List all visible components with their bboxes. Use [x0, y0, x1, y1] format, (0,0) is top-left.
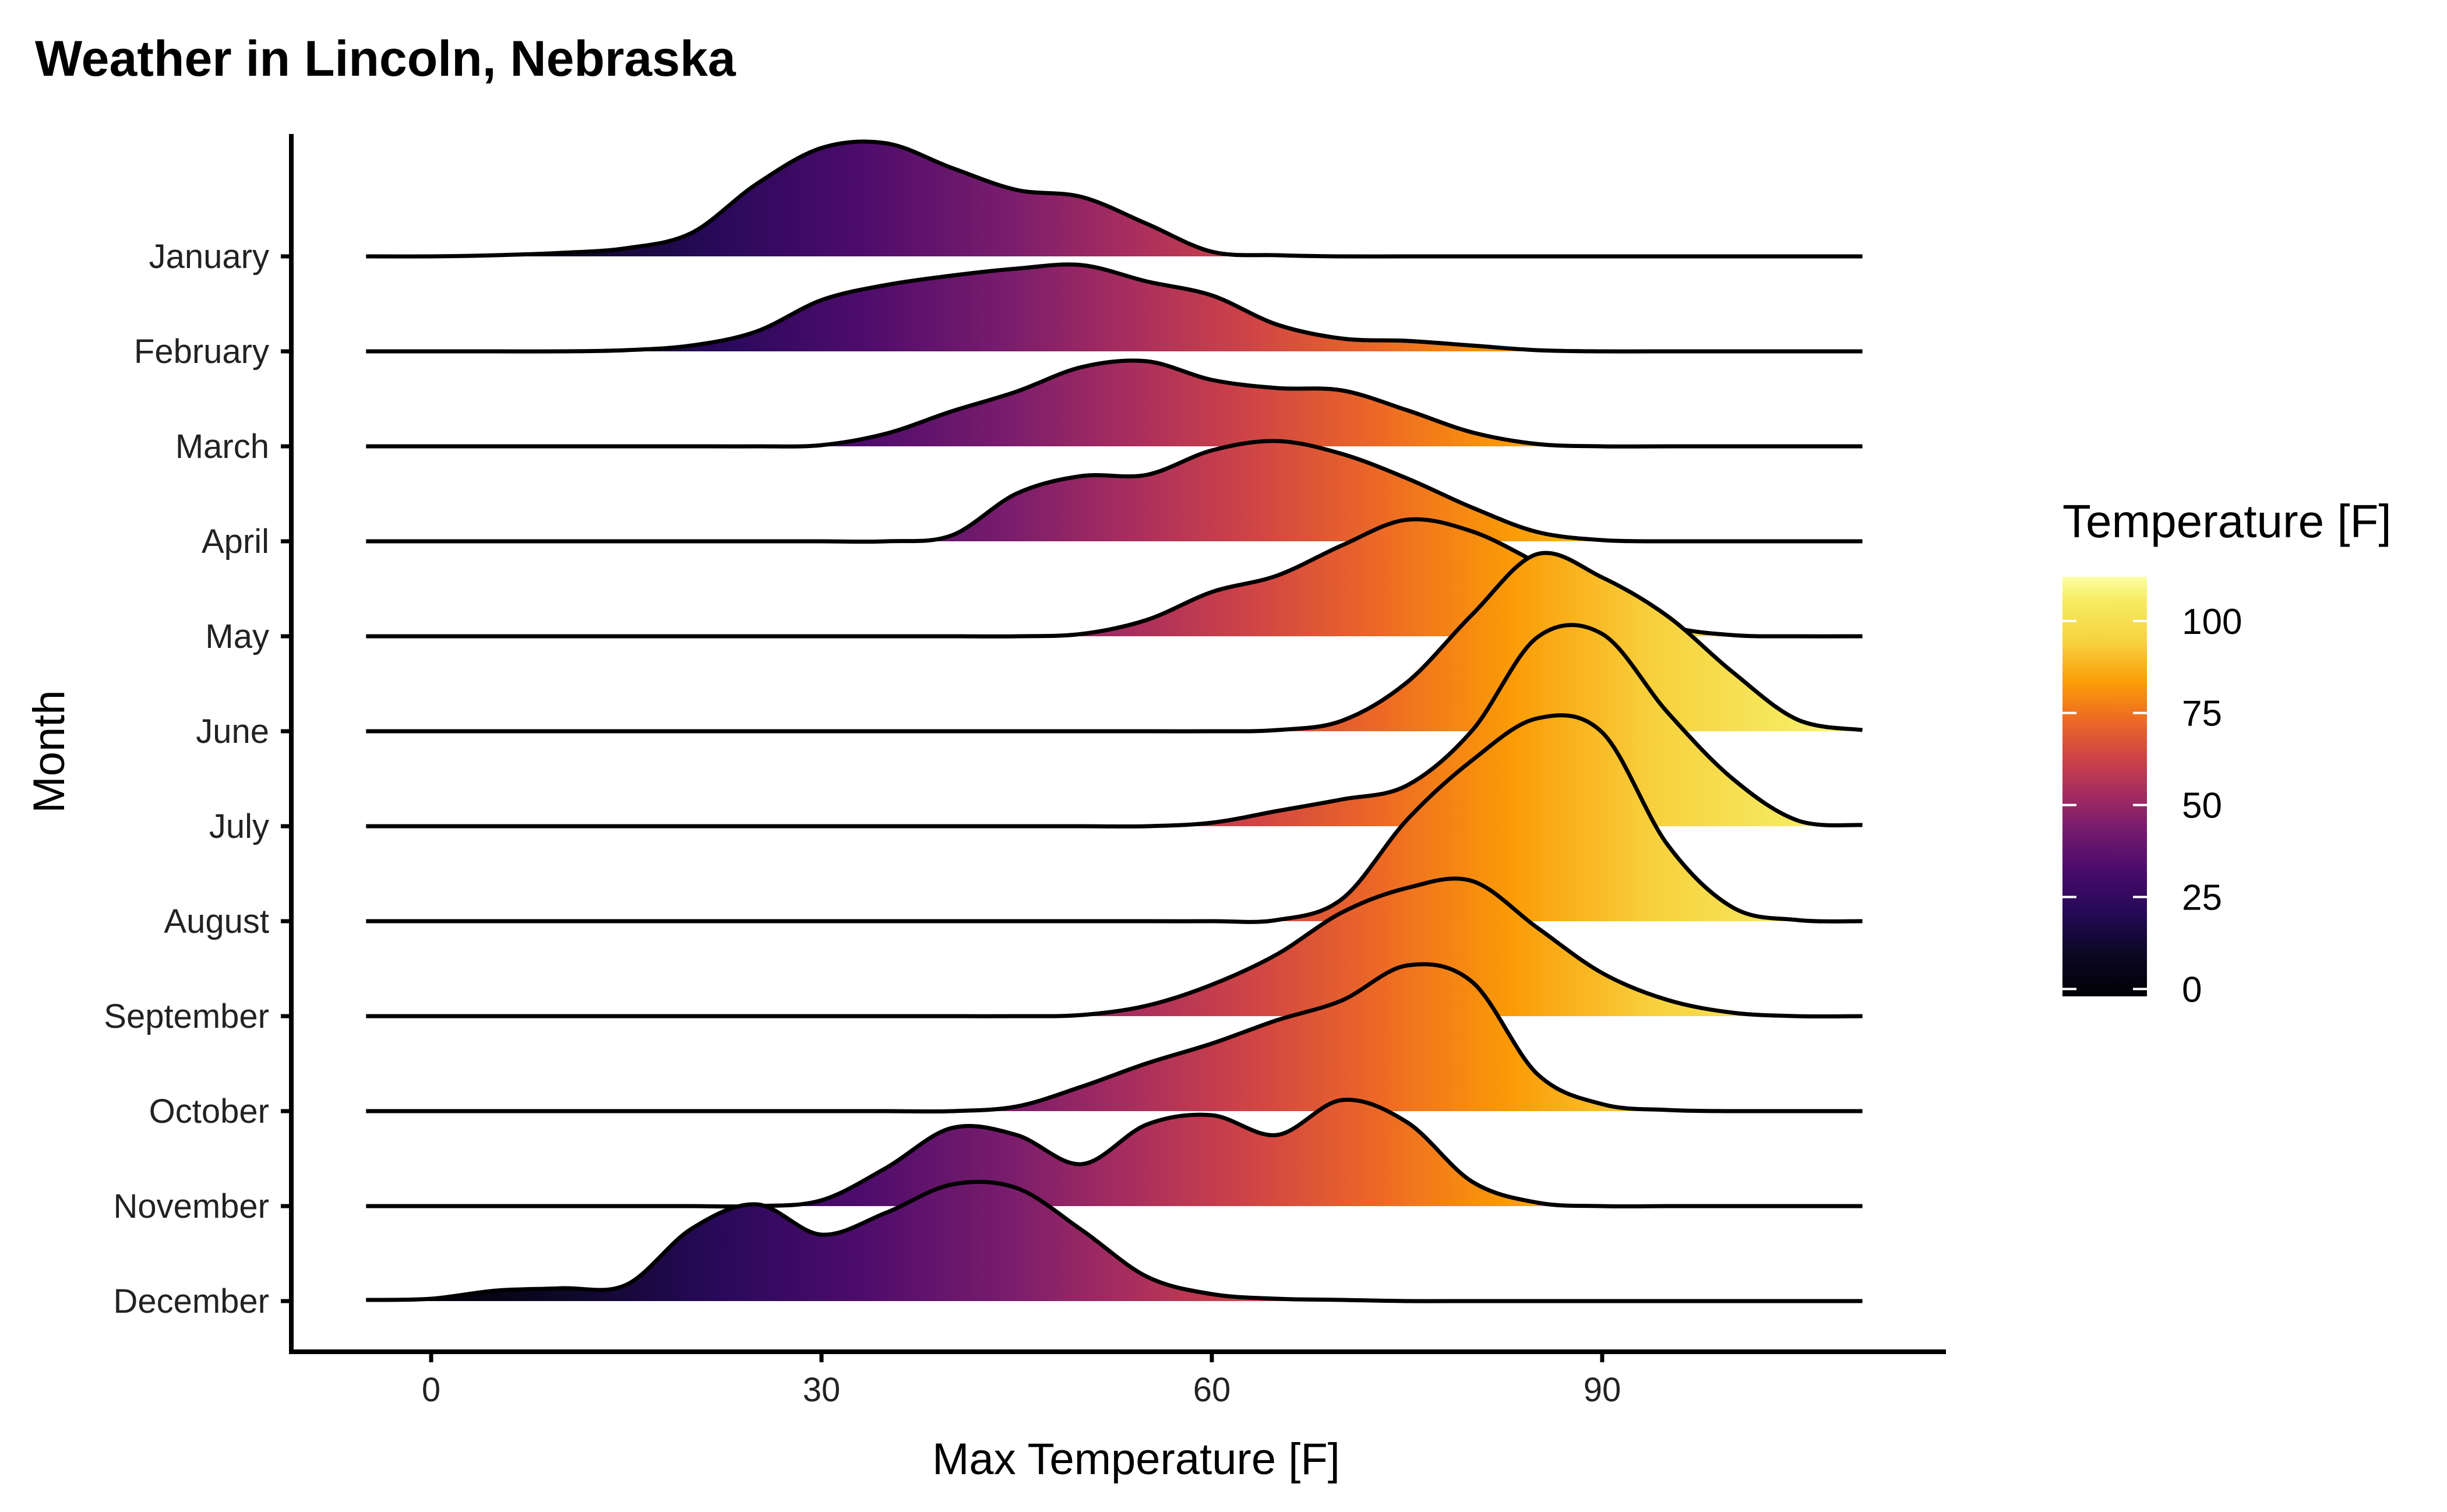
ridge-fill-april: [366, 440, 1863, 542]
ridge-line-march: [366, 358, 1863, 449]
y-tick-label-january: January: [149, 238, 269, 276]
ridge-line-november: [366, 1098, 1863, 1209]
ridge-october: [366, 962, 1863, 1114]
ridge-fill-november: [366, 1099, 1863, 1207]
ridge-november: [366, 1098, 1863, 1209]
ridge-february: [366, 262, 1863, 354]
y-tick-label-april: April: [202, 523, 269, 561]
legend-tick-label-25: 25: [2182, 877, 2222, 918]
legend-colorbar: [2062, 577, 2147, 996]
x-tick-label-30: 30: [803, 1371, 841, 1409]
x-axis-title: Max Temperature [F]: [932, 1435, 1340, 1484]
ridge-march: [366, 358, 1863, 449]
y-tick-label-march: March: [175, 428, 269, 466]
ridge-line-february: [366, 262, 1863, 354]
ridge-line-june: [366, 551, 1863, 734]
ridge-december: [366, 1179, 1863, 1303]
ridge-line-september: [366, 876, 1863, 1018]
ridge-fill-october: [366, 964, 1863, 1112]
ridge-line-april: [366, 439, 1863, 544]
ridge-april: [366, 439, 1863, 544]
legend-title: Temperature [F]: [2062, 495, 2392, 547]
legend-tick-label-75: 75: [2182, 694, 2222, 734]
legend-tick-label-100: 100: [2182, 602, 2242, 642]
ridge-fill-february: [366, 264, 1863, 352]
x-tick-label-90: 90: [1584, 1371, 1621, 1409]
ridge-fill-august: [366, 715, 1863, 922]
legend-tick-label-50: 50: [2182, 786, 2222, 826]
ridge-fill-september: [366, 878, 1863, 1017]
y-tick-label-august: August: [164, 903, 269, 940]
ridge-fill-january: [366, 141, 1863, 257]
legend-ticks: 0 25 50 75 100: [2062, 602, 2242, 1010]
ridge-fill-december: [366, 1182, 1863, 1302]
y-tick-label-july: July: [209, 808, 269, 845]
ridge-line-july: [366, 623, 1863, 829]
y-tick-label-november: November: [113, 1187, 269, 1225]
ridge-line-december: [366, 1179, 1863, 1303]
x-tick-label-60: 60: [1193, 1371, 1231, 1409]
x-tick-label-0: 0: [422, 1371, 440, 1409]
y-tick-label-october: October: [149, 1092, 269, 1130]
ridge-september: [366, 876, 1863, 1018]
y-axis-title: Month: [24, 690, 74, 813]
x-axis: 0 30 60 90: [289, 1349, 1946, 1409]
ridge-january: [366, 139, 1863, 259]
y-axis: January February March April May June July Augu…: [104, 134, 294, 1354]
color-legend: Temperature [F] 0 25 50 75 100: [2062, 495, 2392, 1010]
legend-tick-label-0: 0: [2182, 970, 2202, 1010]
ridges-layer: [366, 139, 1863, 1303]
ridge-line-january: [366, 139, 1863, 259]
y-tick-label-february: February: [134, 333, 269, 371]
ridge-june: [366, 551, 1863, 734]
y-tick-label-june: June: [196, 713, 269, 750]
ridge-august: [366, 713, 1863, 924]
y-tick-label-december: December: [113, 1282, 269, 1320]
y-tick-label-september: September: [104, 998, 269, 1035]
chart-title: Weather in Lincoln, Nebraska: [35, 31, 736, 87]
ridge-line-august: [366, 713, 1863, 924]
y-tick-label-may: May: [205, 618, 269, 655]
ridge-line-october: [366, 962, 1863, 1114]
ridge-fill-march: [366, 360, 1863, 447]
